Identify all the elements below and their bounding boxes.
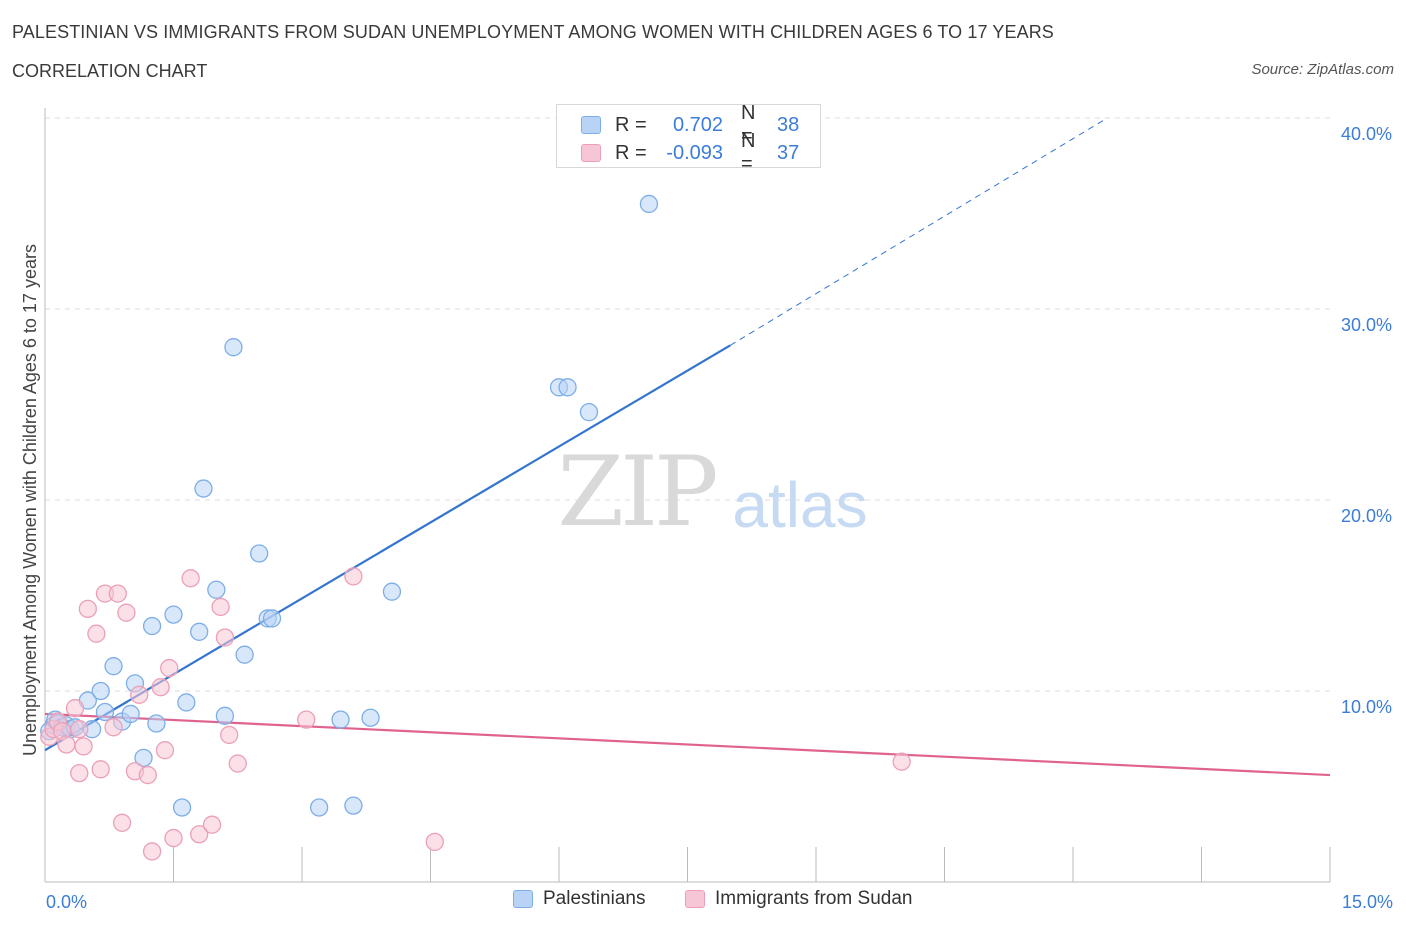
sudan-point [104, 718, 123, 737]
sudan-point [202, 815, 222, 834]
sudan-point [344, 567, 363, 586]
palestinians-point [134, 748, 153, 767]
y-tick-label: 10.0% [1341, 697, 1392, 717]
sudan-point [155, 741, 175, 760]
x-tick-label: 15.0% [1342, 892, 1393, 912]
correlation-legend: R = 0.702 N = 38 R = -0.093 N = 37 [556, 102, 821, 175]
legend-item-sudan[interactable]: Immigrants from Sudan [685, 888, 912, 910]
sudan-point [160, 658, 179, 678]
palestinians-point [91, 681, 110, 701]
sudan-point [130, 685, 149, 704]
sudan-point [164, 828, 183, 848]
x-tick-label: 0.0% [46, 892, 87, 912]
sudan-swatch [581, 144, 601, 162]
r-value: 0.702 [672, 113, 723, 136]
labels-layer: 10.0% 20.0% 30.0% 40.0% 0.0% 15.0% Unemploymen… [20, 124, 1393, 912]
sudan-point [65, 699, 85, 718]
legend-item-palestinians[interactable]: Palestinians [513, 888, 645, 910]
y-tick-label: 20.0% [1341, 506, 1392, 526]
axes-layer [44, 108, 1331, 883]
palestinians-point [121, 704, 140, 724]
sudan-point [74, 737, 93, 756]
sudan-point [112, 813, 132, 832]
r-label: R = [615, 141, 647, 164]
r-label: R = [615, 113, 647, 136]
sudan-point [297, 710, 316, 729]
palestinians-swatch [581, 116, 601, 134]
palestinians-point [382, 582, 402, 601]
series-legend: Palestinians Immigrants from Sudan [0, 888, 1406, 916]
palestinians-point [95, 702, 115, 722]
sudan-trendline [44, 712, 1331, 777]
n-value: 37 [777, 141, 800, 164]
palestinians-point [190, 622, 209, 641]
watermark-zip: ZIP [557, 436, 716, 548]
r-value: -0.093 [666, 141, 723, 164]
sudan-swatch [685, 890, 705, 908]
source-label: Source: ZipAtlas.com [1251, 61, 1394, 78]
palestinians-point [639, 194, 659, 214]
palestinians-point [579, 402, 599, 422]
palestinians-point [235, 645, 254, 664]
sudan-point [425, 832, 444, 852]
sudan-point [190, 825, 209, 844]
chart-title: PALESTINIAN VS IMMIGRANTS FROM SUDAN UNE… [12, 22, 1054, 42]
watermark-atlas: atlas [732, 469, 867, 541]
sudan-point [181, 569, 200, 588]
palestinians-point [262, 609, 282, 628]
palestinians-point [558, 378, 577, 397]
palestinians-point [215, 706, 235, 725]
n-label: N = [741, 130, 756, 175]
palestinians-point [142, 616, 162, 636]
watermark-layer: ZIP atlas [557, 436, 867, 548]
sudan-point [57, 735, 76, 754]
palestinians-point [147, 714, 166, 733]
n-value: 38 [777, 113, 800, 136]
sudan-point [117, 603, 136, 622]
legend-row-palestinians: R = 0.702 N = 38 [581, 102, 800, 147]
y-axis-title: Unemployment Among Women with Children A… [20, 244, 40, 756]
palestinians-point [164, 605, 183, 624]
sudan-point [215, 628, 235, 647]
legend-label: Immigrants from Sudan [715, 888, 913, 909]
palestinians-point [331, 710, 350, 729]
sudan-point [70, 763, 89, 783]
sudan-point [211, 597, 230, 617]
palestinians-point [250, 544, 269, 563]
sudan-point [138, 765, 157, 785]
palestinians-swatch [513, 890, 533, 908]
palestinians-point [194, 479, 213, 498]
chart-subtitle: CORRELATION CHART [12, 61, 208, 81]
sudan-point [108, 584, 127, 603]
y-tick-label: 40.0% [1341, 124, 1392, 144]
palestinians-point [344, 796, 363, 815]
palestinians-trendline-extension [730, 117, 1108, 346]
sudan-point [228, 754, 247, 773]
sudan-point [70, 720, 89, 739]
sudan-point [220, 725, 239, 745]
y-tick-label: 30.0% [1341, 315, 1392, 335]
legend-label: Palestinians [543, 888, 646, 909]
sudan-point [142, 842, 162, 861]
legend-row-sudan: R = -0.093 N = 37 [581, 130, 800, 175]
palestinians-point [309, 798, 329, 817]
sudan-point [78, 599, 97, 619]
palestinians-point [172, 798, 192, 817]
grid-layer [45, 117, 1330, 692]
palestinians-point [361, 708, 380, 727]
sudan-point [151, 678, 170, 697]
sudan-point [87, 624, 106, 643]
sudan-point [91, 760, 110, 779]
n-label: N = [741, 102, 756, 147]
palestinians-point [104, 657, 123, 676]
palestinians-point [177, 693, 196, 712]
points-layer [40, 194, 911, 861]
sudan-point [892, 752, 911, 771]
palestinians-point [224, 338, 243, 357]
palestinians-point [207, 580, 226, 599]
